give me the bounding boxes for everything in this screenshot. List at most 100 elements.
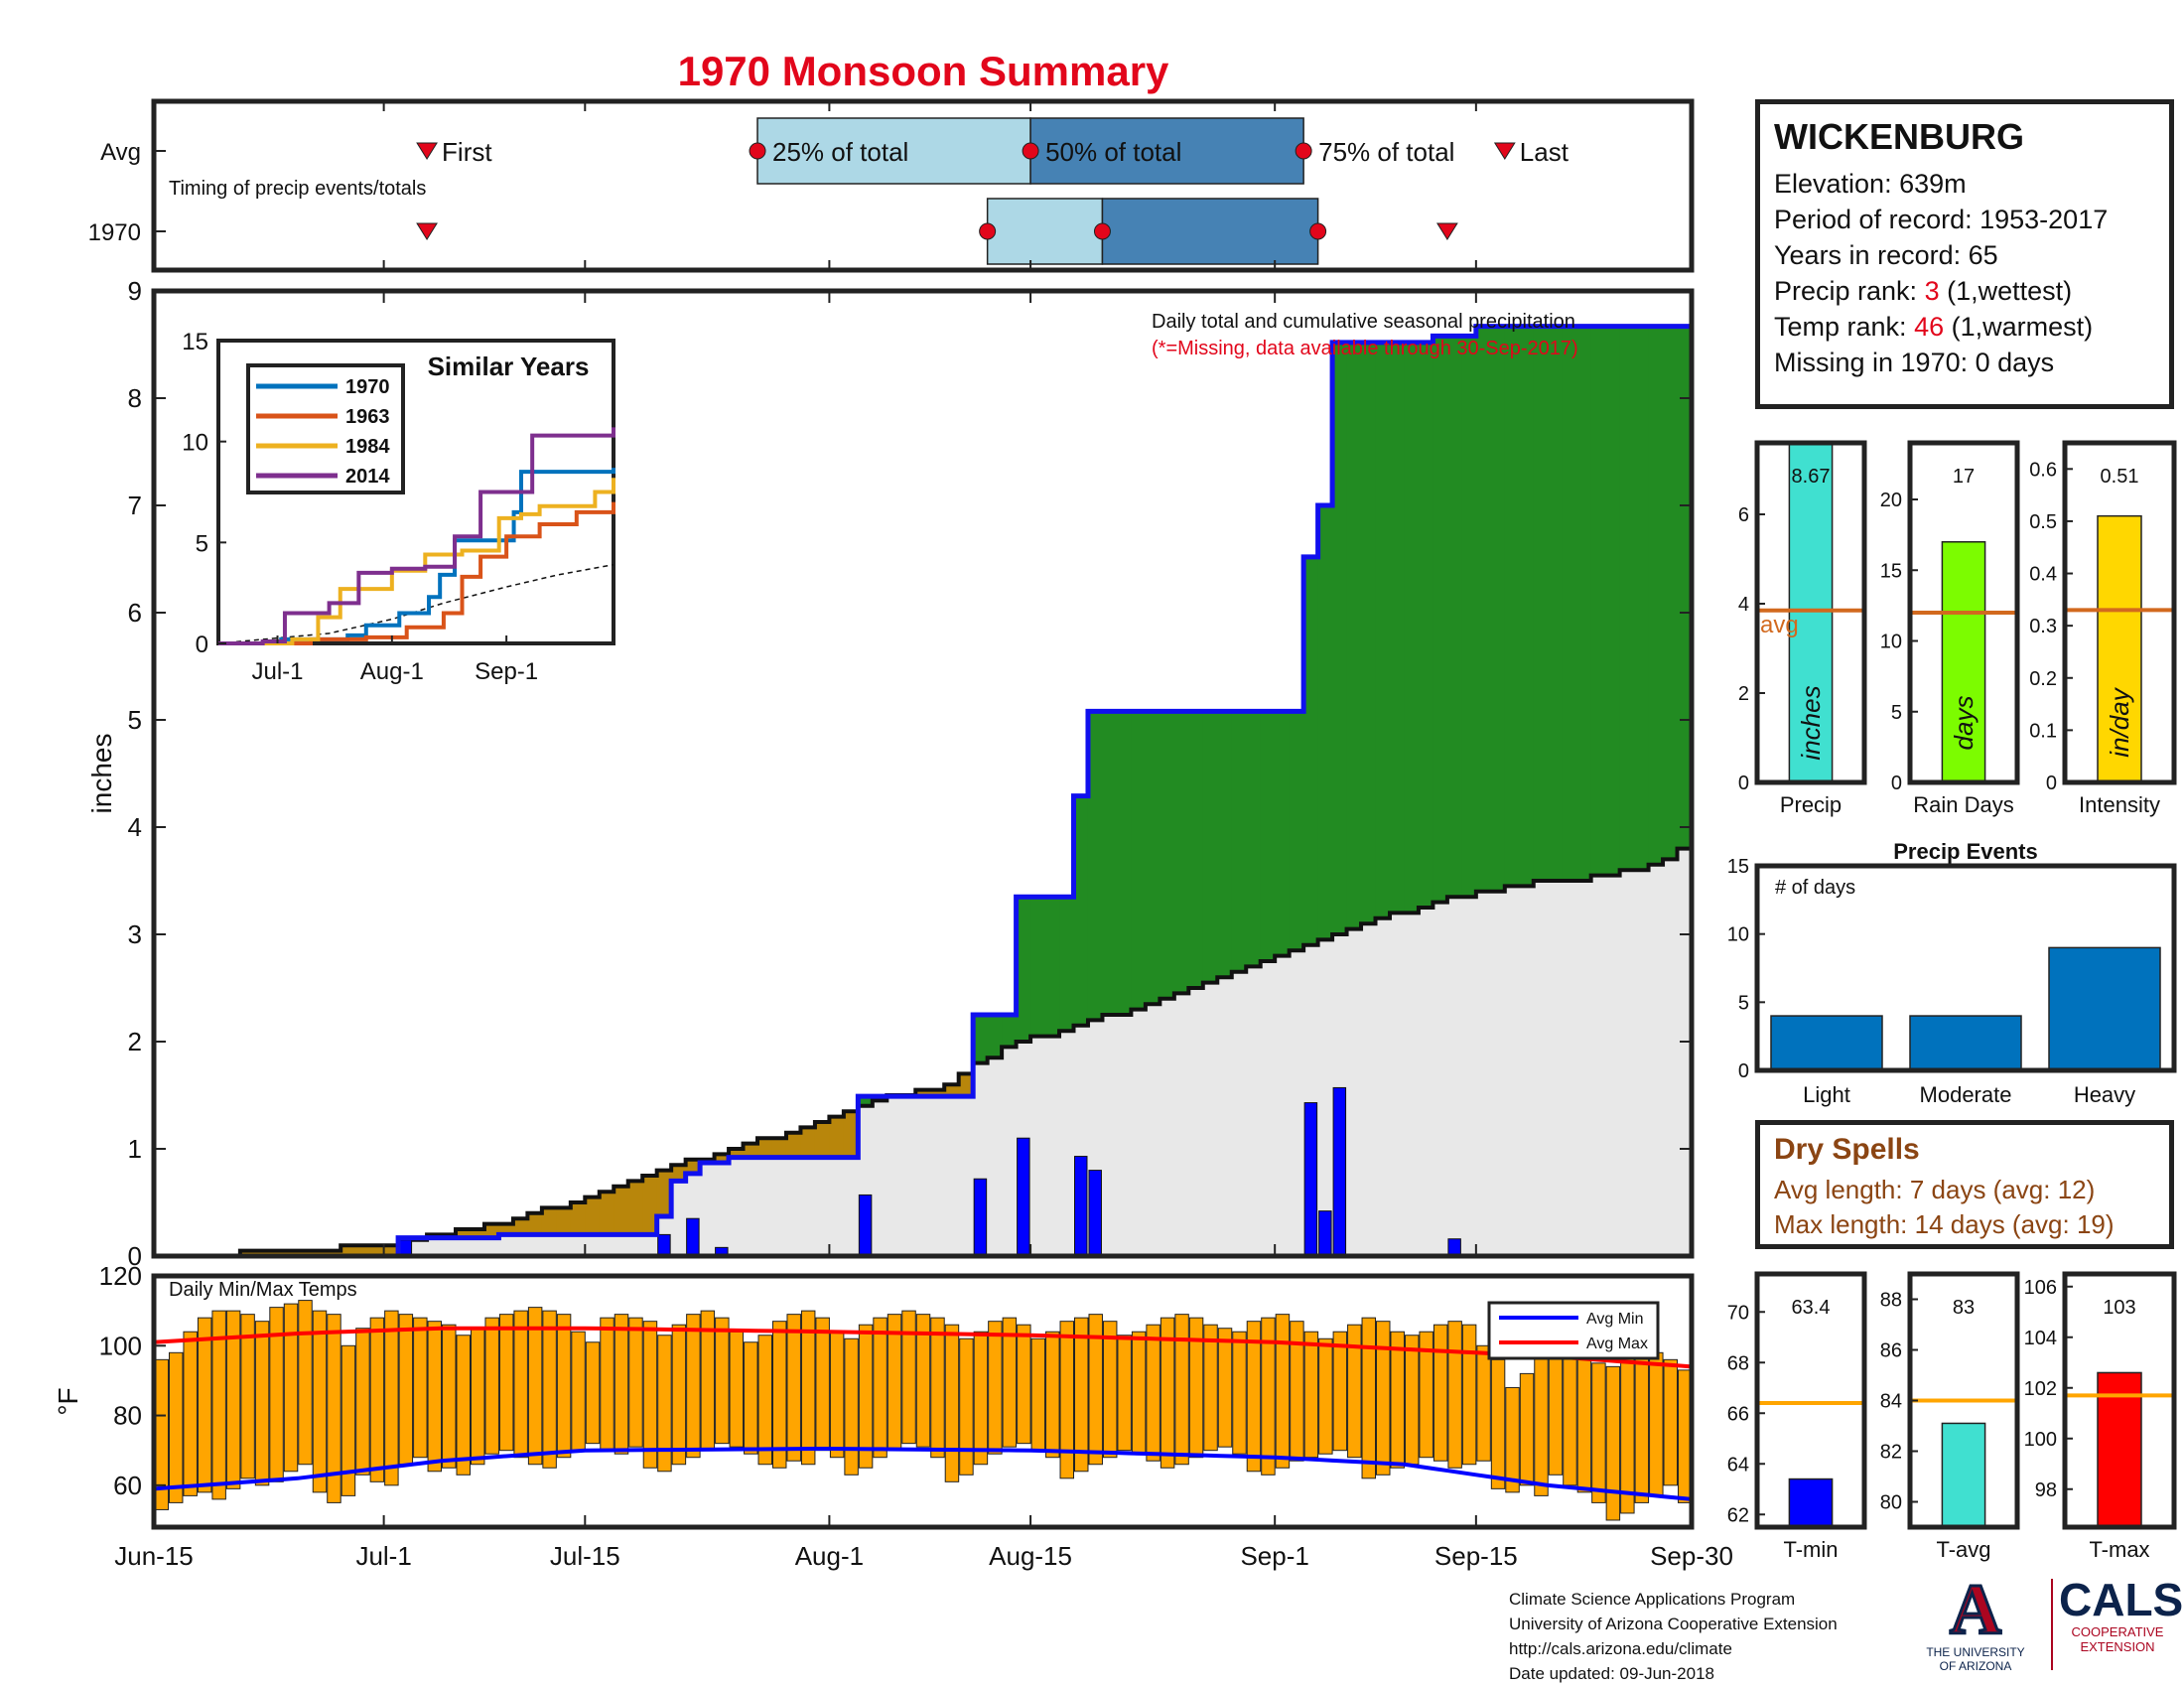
tmin-bar-y-tick-label: 62: [1727, 1504, 1749, 1526]
daily-temp-bar: [1030, 1337, 1046, 1452]
precip-surplus-area: [1289, 711, 1304, 951]
daily-temp-bar: [1059, 1321, 1075, 1479]
precip-surplus-area: [1418, 342, 1433, 909]
events-title: Precip Events: [1893, 839, 2038, 864]
x-axis-tick-label: Jun-15: [114, 1541, 194, 1571]
intensity-bar-frame: [2062, 440, 2177, 785]
daily-temp-bar: [686, 1314, 701, 1459]
events-bar: [2048, 946, 2161, 1071]
daily-temp-bar: [600, 1317, 614, 1452]
precip-bar-y-tick-label: 4: [1738, 594, 1749, 616]
precip-panel-frame: [151, 288, 1695, 1259]
precip-surplus-area: [1044, 897, 1060, 1037]
tmax-bar-value-label: 103: [2103, 1297, 2135, 1319]
daily-temp-bar: [1576, 1358, 1592, 1493]
precip-surplus-area: [1533, 326, 1549, 881]
precip-surplus-area: [1317, 505, 1333, 940]
precip-surplus-area: [1663, 326, 1679, 860]
tavg-bar-y-tick-label: 86: [1880, 1340, 1902, 1362]
precip-deficit-area: [585, 1196, 601, 1235]
daily-temp-bar: [844, 1337, 859, 1476]
precip-deficit-area: [958, 1073, 974, 1097]
credits-line: Climate Science Applications Program: [1509, 1590, 1796, 1609]
tavg-bar-y-tick-label: 80: [1880, 1492, 1902, 1514]
ua-logo-mark: A: [1949, 1570, 2003, 1649]
daily-temp-bar: [829, 1331, 845, 1459]
precip-deficit-area: [671, 1165, 687, 1182]
events-annotation: # of days: [1775, 877, 1855, 899]
precip-y-tick-label: 4: [128, 812, 142, 842]
intensity-bar-unit-label: in/day: [2105, 686, 2134, 757]
tmin-bar-y-tick-label: 68: [1727, 1352, 1749, 1374]
precip-bar-frame: [1754, 440, 1867, 785]
daily-temp-bar: [1605, 1365, 1621, 1521]
ua-logo-text: THE UNIVERSITY: [1926, 1645, 2025, 1659]
x-axis-tick-label: Sep-30: [1650, 1541, 1733, 1571]
daily-temp-bar: [1290, 1321, 1304, 1462]
events-bar: [1909, 1015, 2022, 1071]
precip-surplus-area: [1102, 711, 1118, 1015]
tmax-bar-value-bar: [2097, 1371, 2142, 1528]
daily-temp-bar: [1347, 1324, 1362, 1459]
temp-legend-label: Avg Max: [1586, 1336, 1648, 1352]
credits-url: http://cals.arizona.edu/climate: [1509, 1639, 1732, 1658]
tmin-bar-value-label: 63.4: [1792, 1297, 1831, 1319]
daily-temp-bar: [800, 1310, 816, 1466]
daily-temp-bar: [1146, 1324, 1160, 1462]
precip-deficit-area: [312, 1250, 328, 1256]
timing-first-last-marker: [416, 222, 438, 240]
precip-deficit-area: [254, 1250, 270, 1256]
similar-years-legend-label: 1963: [345, 406, 390, 428]
daily-temp-bar: [715, 1317, 730, 1445]
precip-surplus-area: [1145, 711, 1160, 1005]
daily-temp-bar: [1318, 1337, 1333, 1455]
daily-temp-bar: [1361, 1317, 1377, 1479]
similar-years-legend-label: 1970: [345, 376, 390, 398]
daily-temp-bar: [1404, 1335, 1420, 1466]
daily-temp-bar: [1563, 1337, 1577, 1486]
precip-surplus-area: [1087, 711, 1103, 1021]
precip-y-tick-label: 1: [128, 1134, 142, 1164]
precip-deficit-area: [541, 1207, 557, 1235]
precip-surplus-area: [1461, 336, 1477, 898]
raindays-bar-y-tick-label: 10: [1880, 632, 1902, 653]
temp-y-tick-label: 60: [113, 1471, 142, 1500]
daily-temp-bar: [1232, 1331, 1247, 1455]
precip-surplus-area: [1188, 711, 1204, 988]
daily-temp-bar: [901, 1310, 916, 1445]
daily-temp-bar: [628, 1317, 643, 1448]
tmax-bar-y-tick-label: 98: [2035, 1479, 2057, 1501]
precip-surplus-area: [973, 1015, 989, 1063]
x-axis-tick-label: Aug-15: [989, 1541, 1072, 1571]
precip-surplus-area: [987, 1015, 1003, 1058]
events-frame: [1754, 863, 2177, 1073]
university-of-arizona-logo: A THE UNIVERSITY OF ARIZONA: [1916, 1570, 2035, 1674]
daily-temp-bar: [1663, 1358, 1679, 1486]
daily-temp-bar: [988, 1321, 1003, 1455]
similar-years-y-tick-label: 10: [182, 430, 208, 457]
daily-temp-bar: [1693, 1363, 1706, 1513]
daily-temp-bar: [1390, 1331, 1405, 1469]
events-y-tick-label: 15: [1727, 856, 1749, 878]
timing-annotation: Timing of precip events/totals: [169, 178, 426, 200]
precip-deficit-area: [642, 1176, 658, 1235]
precip-surplus-area: [1346, 342, 1362, 929]
precip-surplus-area: [1160, 711, 1175, 999]
intensity-bar-y-tick-label: 0.1: [2029, 720, 2057, 742]
tmax-bar-y-tick-label: 100: [2024, 1429, 2057, 1451]
similar-years-legend-label: 1984: [345, 436, 390, 458]
precip-surplus-area: [1576, 326, 1592, 881]
precip-deficit-area: [570, 1202, 586, 1235]
precip-surplus-area: [1361, 342, 1377, 924]
precip-deficit-area: [498, 1223, 514, 1235]
daily-temp-bar: [571, 1331, 586, 1452]
timing-label-q50: 50% of total: [1045, 137, 1181, 167]
tavg-bar-x-label: T-avg: [1936, 1537, 1990, 1562]
avg-max-temp-line: [154, 1326, 1692, 1369]
events-category-label: Moderate: [1920, 1082, 2012, 1107]
similar-years-y-tick-label: 5: [196, 530, 208, 557]
precip-bar-y-tick-label: 0: [1738, 773, 1749, 794]
cumulative-1970-line: [154, 324, 1692, 1259]
precip-surplus-area: [1519, 326, 1535, 887]
